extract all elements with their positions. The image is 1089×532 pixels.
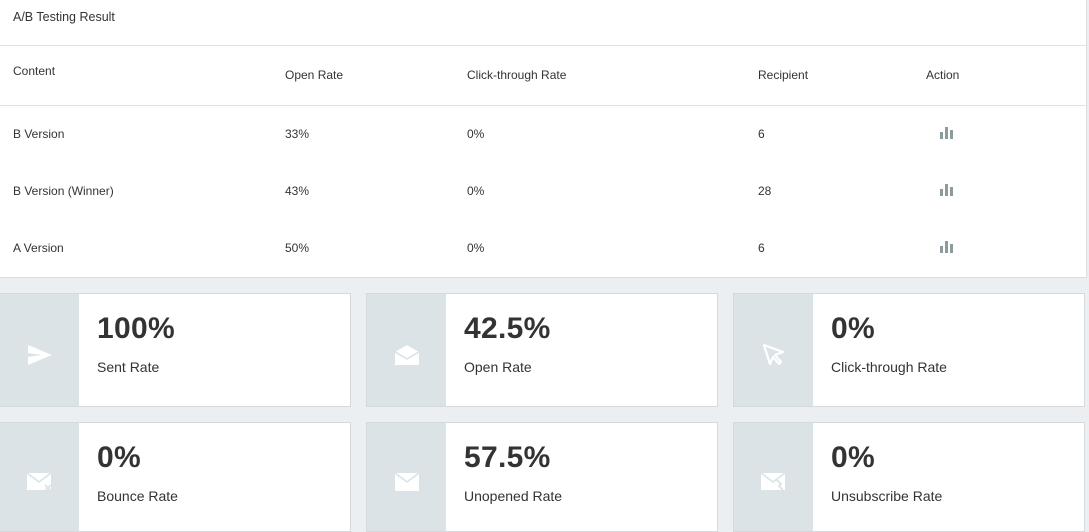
send-icon: [27, 345, 52, 365]
stat-icon-box: [367, 423, 446, 531]
cell-content: A Version: [13, 240, 64, 255]
stat-icon-box: [0, 423, 79, 531]
cell-recipient: 6: [758, 126, 765, 141]
stat-value: 0%: [831, 312, 875, 345]
stat-value: 42.5%: [464, 312, 551, 345]
stat-icon-box: [734, 423, 813, 531]
bar-chart-icon[interactable]: [940, 240, 954, 253]
stat-label: Click-through Rate: [831, 359, 947, 375]
cell-content: B Version (Winner): [13, 183, 114, 198]
envelope-icon: [394, 472, 419, 491]
cell-open-rate: 33%: [285, 126, 310, 141]
ab-testing-table: Content Open Rate Click-through Rate Rec…: [0, 46, 1086, 276]
column-header-action: Action: [926, 46, 1086, 106]
stat-value: 100%: [97, 312, 175, 345]
bar-chart-icon[interactable]: [940, 126, 954, 139]
cursor-icon: [762, 343, 784, 366]
stat-card-click-through-rate: 0% Click-through Rate: [733, 293, 1085, 407]
stat-icon-box: [367, 294, 446, 406]
panel-title: A/B Testing Result: [0, 0, 1086, 46]
stat-value: 0%: [97, 441, 141, 474]
column-header-click-through-rate: Click-through Rate: [467, 46, 758, 106]
cell-action: [926, 219, 1086, 276]
table-row: B Version 33% 0% 6: [0, 105, 1086, 162]
open-envelope-icon: [394, 345, 419, 365]
stat-label: Open Rate: [464, 359, 532, 375]
table-row: B Version (Winner) 43% 0% 28: [0, 162, 1086, 219]
stat-icon-box: [0, 294, 79, 406]
table-row: A Version 50% 0% 6: [0, 219, 1086, 276]
cell-recipient: 28: [758, 183, 772, 198]
cell-content: B Version: [13, 126, 65, 141]
cell-click-through-rate: 0%: [467, 183, 485, 198]
bar-chart-icon[interactable]: [940, 183, 954, 196]
stat-label: Unopened Rate: [464, 488, 563, 504]
stat-icon-box: [734, 294, 813, 406]
stat-card-unopened-rate: 57.5% Unopened Rate: [366, 422, 718, 532]
column-header-open-rate: Open Rate: [285, 46, 467, 106]
cell-action: [926, 162, 1086, 219]
stat-card-unsubscribe-rate: 0% Unsubscribe Rate: [733, 422, 1085, 532]
ab-testing-panel: A/B Testing Result Content Open Rate Cli…: [0, 0, 1087, 278]
stat-card-open-rate: 42.5% Open Rate: [366, 293, 718, 407]
column-header-recipient: Recipient: [758, 46, 926, 106]
bounce-mail-icon: [26, 472, 52, 492]
stat-value: 57.5%: [464, 441, 551, 474]
table-header-row: Content Open Rate Click-through Rate Rec…: [0, 46, 1086, 106]
cell-open-rate: 43%: [285, 183, 310, 198]
unsubscribe-mail-icon: [760, 472, 785, 491]
stat-card-bounce-rate: 0% Bounce Rate: [0, 422, 351, 532]
stat-value: 0%: [831, 441, 875, 474]
cell-recipient: 6: [758, 240, 765, 255]
stat-label: Bounce Rate: [97, 488, 178, 504]
cell-open-rate: 50%: [285, 240, 310, 255]
cell-click-through-rate: 0%: [467, 126, 485, 141]
cell-action: [926, 105, 1086, 162]
column-header-content: Content: [0, 46, 285, 106]
stat-card-sent-rate: 100% Sent Rate: [0, 293, 351, 407]
stat-label: Sent Rate: [97, 359, 160, 375]
cell-click-through-rate: 0%: [467, 240, 485, 255]
stat-label: Unsubscribe Rate: [831, 488, 943, 504]
